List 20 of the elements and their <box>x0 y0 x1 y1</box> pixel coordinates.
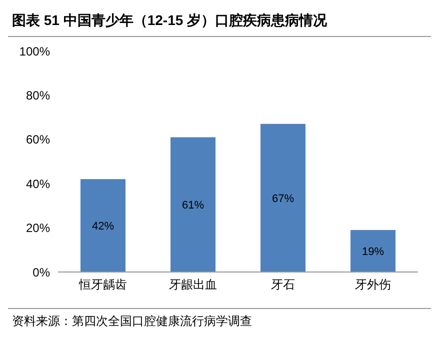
x-tick-label: 牙外伤 <box>355 278 391 292</box>
y-tick-label: 80% <box>26 88 50 102</box>
y-tick-label: 20% <box>26 221 50 236</box>
y-tick-label: 100% <box>19 44 50 58</box>
x-tick-label: 牙龈出血 <box>169 278 217 292</box>
data-label: 67% <box>272 192 294 205</box>
bar <box>350 230 396 272</box>
data-label: 42% <box>92 220 114 232</box>
x-tick-label: 牙石 <box>271 278 295 292</box>
text: 资料来源：第四次全国口腔健康流行病学调查 <box>8 308 431 330</box>
bar <box>80 179 126 272</box>
bar <box>260 124 306 272</box>
y-tick-label: 40% <box>26 176 50 191</box>
chart-title: 图表 51 中国青少年（12-15 岁）口腔疾病患病情况 <box>8 8 431 37</box>
data-label: 61% <box>182 200 204 212</box>
x-tick-label: 恒牙龋齿 <box>78 278 127 292</box>
bar <box>170 137 216 272</box>
data-label: 19% <box>362 246 384 258</box>
y-tick-label: 0% <box>32 265 50 280</box>
y-tick-label: 60% <box>26 132 50 147</box>
